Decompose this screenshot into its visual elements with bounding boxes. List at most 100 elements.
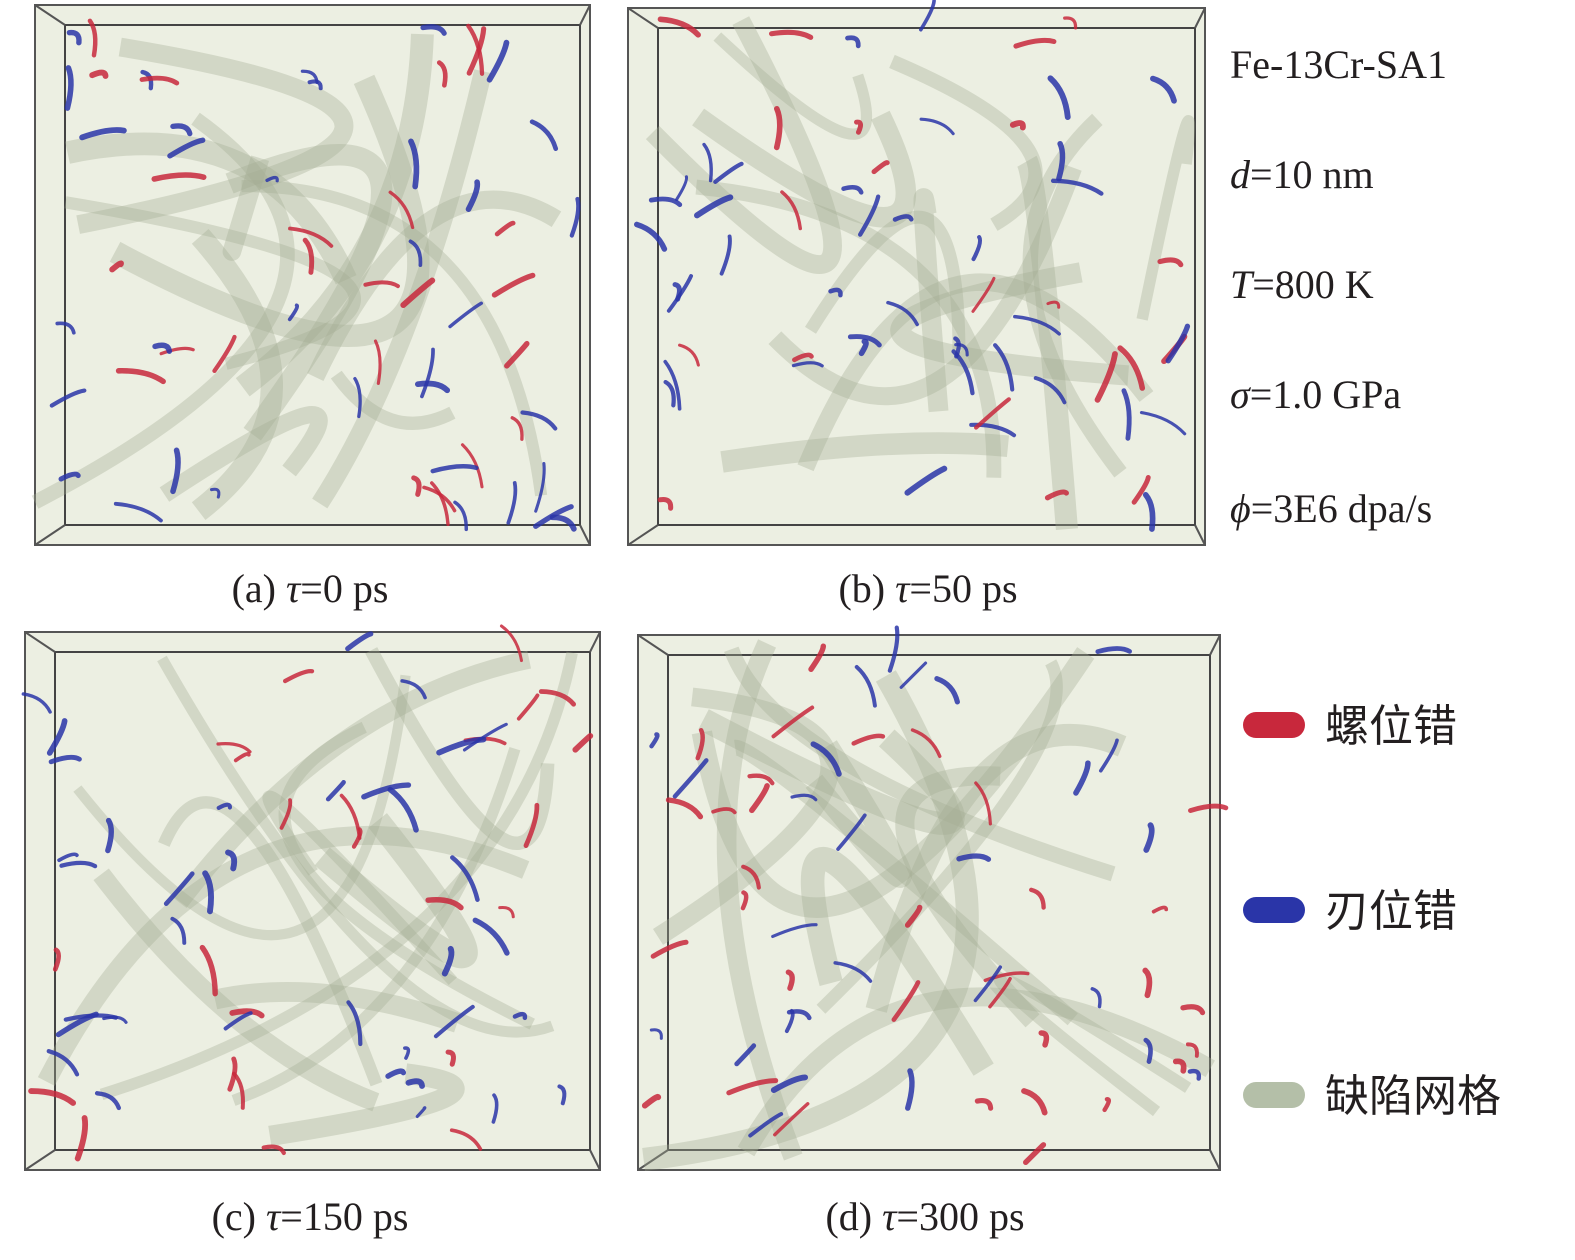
defect-mesh [314, 813, 478, 969]
dislocation-line [557, 1084, 567, 1106]
dislocation-line [694, 194, 734, 219]
dislocation-line [170, 447, 181, 495]
dislocation-line [747, 773, 775, 786]
legend-label: 缺陷网格 [1325, 1071, 1501, 1122]
dislocation-line [89, 69, 109, 79]
defect-mesh [692, 108, 917, 228]
dislocation-line [212, 334, 237, 374]
dislocation-line [678, 343, 700, 367]
box-edge [24, 1149, 56, 1171]
dislocation-line [851, 733, 886, 746]
defect-mesh [797, 273, 1154, 472]
defect-mesh [890, 262, 1129, 386]
defect-mesh [37, 825, 530, 1086]
defect-mesh [212, 982, 461, 1033]
dislocation-line [74, 1115, 89, 1162]
dislocation-line [48, 754, 82, 765]
dislocation-line [105, 817, 114, 854]
dislocation-line [1033, 376, 1067, 405]
dislocation-line [919, 117, 955, 136]
dislocation-line [675, 175, 689, 202]
dislocation-line [225, 849, 238, 872]
defect-mesh [889, 54, 1043, 231]
dislocation-line [841, 185, 864, 195]
defect-mesh [805, 210, 966, 350]
param-value: =3E6 dpa/s [1251, 486, 1432, 531]
dislocation-line [971, 276, 996, 313]
defect-mesh [724, 646, 1116, 882]
dislocation-line [886, 300, 919, 327]
dislocation-line [21, 692, 52, 714]
dislocation-line [510, 416, 524, 441]
dislocation-line [1143, 1037, 1153, 1064]
dislocation-line [857, 194, 881, 237]
legend-label: 刃位错 [1325, 886, 1457, 937]
param-value: =10 nm [1250, 152, 1374, 197]
dislocation-line [784, 1008, 795, 1034]
dislocation-line [740, 890, 749, 911]
caption-symbol: τ [286, 566, 302, 611]
caption-value: =150 ps [280, 1194, 408, 1239]
defect-mesh [172, 650, 532, 908]
caption-label: (a) [232, 566, 276, 611]
simulation-panel [21, 624, 601, 1171]
defect-mesh [737, 987, 1215, 1157]
dislocation-line [657, 16, 701, 38]
dislocation-line [115, 368, 166, 385]
dislocation-line [373, 339, 382, 386]
param-value: =800 K [1252, 262, 1374, 307]
dislocation-line [466, 23, 485, 76]
box-edge [589, 631, 601, 653]
dislocation-line [887, 625, 900, 673]
dislocation-line [422, 485, 457, 513]
dislocation-line [449, 1128, 483, 1151]
dislocation-line [405, 1078, 425, 1089]
dislocation-line [892, 214, 914, 222]
dislocation-line [1009, 120, 1026, 131]
dislocation-line [408, 138, 420, 190]
dislocation-line [441, 945, 455, 977]
dislocation-line [445, 1049, 456, 1067]
caption-symbol: τ [266, 1194, 282, 1239]
condition-title: Fe-13Cr-SA1 [1230, 42, 1447, 87]
dislocation-line [170, 123, 193, 137]
dislocation-line [650, 939, 689, 959]
dislocation-line [836, 813, 867, 851]
panel-background [627, 7, 1206, 546]
dislocation-line [1099, 738, 1119, 773]
condition-param: d=10 nm [1230, 152, 1374, 197]
simulation-panel [637, 625, 1229, 1171]
dislocation-line [641, 1093, 662, 1109]
caption-value: =50 ps [909, 566, 1017, 611]
dislocation-line [287, 303, 300, 322]
dislocation-line [951, 349, 975, 396]
dislocation-line [345, 631, 374, 652]
dislocation-line [792, 352, 814, 363]
dislocation-line [871, 160, 890, 175]
dislocation-line [504, 340, 530, 369]
defect-mesh [241, 180, 548, 497]
defect-mesh [64, 196, 361, 370]
dislocation-line [1090, 987, 1102, 1009]
dislocation-line [771, 923, 818, 939]
box-edge [637, 634, 669, 656]
dislocation-line [713, 161, 744, 184]
dislocation-line [139, 75, 180, 86]
dislocation-line [387, 786, 419, 833]
dislocation-line [1142, 967, 1153, 999]
panel-background [637, 634, 1221, 1171]
param-value: =1.0 GPa [1250, 372, 1402, 417]
defect-mesh [330, 370, 456, 431]
dislocation-line [325, 780, 346, 802]
dislocation-line [1046, 300, 1061, 309]
box-edge [34, 4, 66, 26]
dislocation-line [993, 343, 1015, 392]
legend-label: 螺位错 [1325, 701, 1457, 752]
dislocation-line [899, 661, 928, 689]
param-symbol: T [1230, 262, 1255, 307]
box-edge [34, 524, 66, 546]
dislocation-line [666, 274, 693, 313]
simulation-panel [31, 4, 591, 546]
dislocation-line [46, 1049, 80, 1077]
